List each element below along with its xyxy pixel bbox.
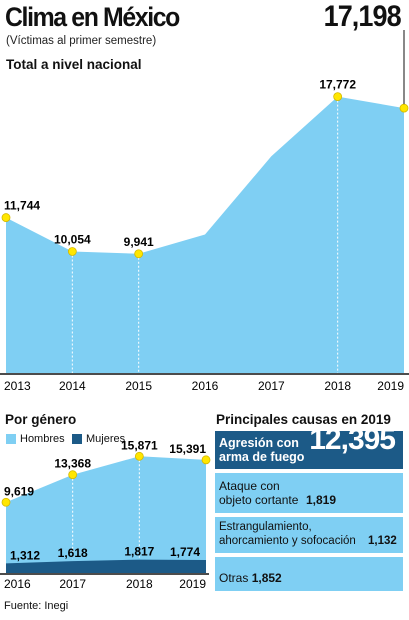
- cause-row-strangling: Estrangulamiento, ahorcamiento y sofocac…: [215, 517, 403, 553]
- national-data-label: 11,744: [4, 199, 40, 213]
- hombres-data-label: 15,871: [121, 438, 158, 452]
- national-section-title: Total a nivel nacional: [6, 57, 142, 72]
- page-title: Clima en México: [5, 2, 180, 32]
- hombres-data-label: 9,619: [4, 484, 34, 498]
- national-tick-label: 2013: [4, 379, 31, 393]
- national-point: [67, 247, 77, 256]
- national-data-label: 9,941: [124, 235, 154, 249]
- gender-tick-label: 2017: [59, 577, 86, 591]
- cause-label-firearm: Agresión con arma de fuego: [219, 436, 305, 464]
- national-tick-label: 2017: [258, 379, 285, 393]
- national-point: [1, 213, 11, 222]
- hombres-data-label: 15,391: [169, 442, 206, 456]
- gender-tick-label: 2016: [4, 577, 31, 591]
- gender-tick-label: 2018: [126, 577, 153, 591]
- legend-swatch-hombres: [6, 434, 16, 444]
- gender-section-title: Por género: [5, 412, 77, 427]
- gender-tick-label: 2019: [179, 577, 206, 591]
- national-data-label: 17,772: [319, 78, 356, 92]
- national-tick-label: 2016: [192, 379, 219, 393]
- hombres-data-label: 13,368: [54, 457, 91, 471]
- cause-label-strangling: Estrangulamiento, ahorcamiento y sofocac…: [219, 521, 356, 547]
- mujeres-data-label: 1,618: [58, 546, 88, 560]
- national-data-label: 10,054: [54, 233, 91, 247]
- national-point: [134, 249, 144, 259]
- legend-label-mujeres: Mujeres: [86, 433, 126, 445]
- causes-section-title: Principales causas en 2019: [216, 412, 391, 427]
- cause-row-other: Otras 1,852: [215, 557, 403, 591]
- hombres-area-series: [6, 456, 206, 573]
- legend-item-hombres: Hombres: [6, 433, 65, 445]
- mujeres-data-label: 1,774: [170, 545, 200, 559]
- cause-label-knife: Ataque con objeto cortante: [219, 479, 299, 507]
- page-subtitle: (Víctimas al primer semestre): [6, 35, 157, 47]
- national-tick-label: 2014: [59, 379, 86, 393]
- national-tick-label: 2018: [324, 379, 351, 393]
- source-note: Fuente: Inegi: [4, 600, 69, 612]
- hombres-point: [1, 497, 11, 507]
- legend-swatch-mujeres: [72, 434, 82, 444]
- cause-label-other: Otras: [219, 571, 249, 585]
- national-area-series: [6, 96, 404, 374]
- national-tick-label: 2015: [125, 379, 152, 393]
- national-tick-label: 2019: [377, 379, 404, 393]
- cause-row-firearm: Agresión con arma de fuego 12,395: [215, 423, 403, 469]
- cause-value-firearm: 12,395: [309, 423, 396, 456]
- mujeres-data-label: 1,817: [124, 545, 154, 559]
- hombres-point: [68, 470, 78, 480]
- hombres-point: [201, 455, 211, 465]
- highlight-value: 17,198: [323, 0, 402, 33]
- mujeres-data-label: 1,312: [10, 548, 40, 562]
- cause-value-strangling: 1,132: [368, 535, 397, 547]
- cause-value-other: 1,852: [251, 571, 282, 585]
- hombres-point: [134, 451, 144, 461]
- national-point: [333, 92, 343, 102]
- cause-value-knife: 1,819: [306, 493, 337, 507]
- national-area-chart: 2013 2014 2015 2016 2017 2018 2019 11,744 10,054…: [0, 30, 409, 393]
- cause-row-knife: Ataque con objeto cortante 1,819: [215, 473, 403, 513]
- legend-item-mujeres: Mujeres: [72, 433, 125, 445]
- mujeres-area-series: [6, 559, 206, 573]
- legend-label-hombres: Hombres: [20, 433, 65, 445]
